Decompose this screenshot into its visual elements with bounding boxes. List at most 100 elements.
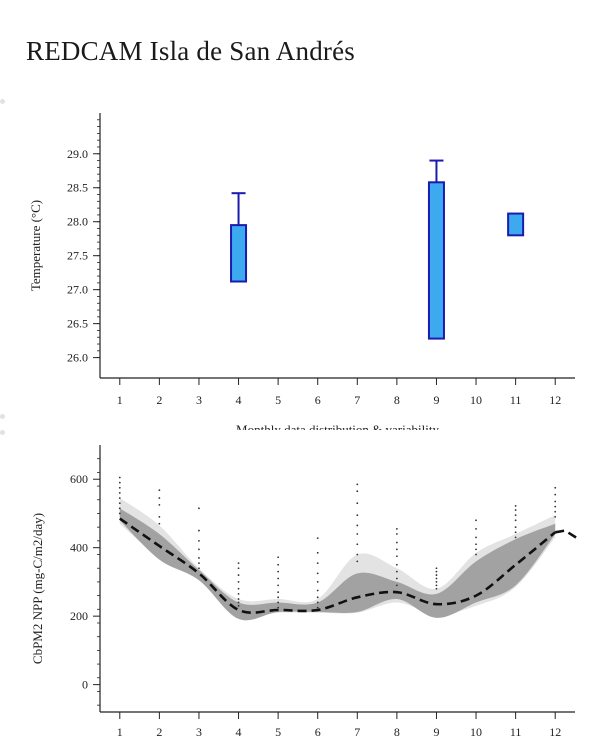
sample-point xyxy=(356,490,359,493)
x-tick-label: 7 xyxy=(354,725,360,739)
y-axis-title: CbPM2 NPP (mg-C/m2/day) xyxy=(30,513,45,664)
sample-point xyxy=(356,533,359,535)
margin-bullet xyxy=(0,414,5,419)
median-line xyxy=(119,517,557,614)
margin-bullet xyxy=(0,430,5,435)
sample-point xyxy=(395,555,398,558)
sample-point xyxy=(475,536,477,539)
temperature-boxplot-chart: 26.026.527.027.528.028.529.01 2 3 4 5 6 7 8 9 10 1… xyxy=(28,113,575,430)
x-tick-label: 4 xyxy=(236,393,242,407)
y-tick-label: 400 xyxy=(70,541,88,555)
sample-point xyxy=(435,567,438,570)
sample-point xyxy=(514,526,517,529)
sample-point xyxy=(514,505,517,507)
y-tick-label: 26.5 xyxy=(67,317,88,331)
y-tick-label: 0 xyxy=(82,678,88,692)
x-tick-label: 6 xyxy=(315,725,321,739)
x-tick-label: 8 xyxy=(394,725,400,739)
sample-point xyxy=(514,536,517,539)
x-tick-label: 5 xyxy=(275,725,281,739)
x-tick-label: 6 xyxy=(315,393,321,407)
sample-point xyxy=(435,570,438,573)
x-tick-label: 5 xyxy=(275,393,281,407)
sample-point xyxy=(277,570,280,573)
sample-point xyxy=(514,514,517,517)
sample-point xyxy=(475,548,477,551)
y-tick-label: 29.0 xyxy=(67,147,88,161)
sample-point xyxy=(237,593,240,595)
sample-point xyxy=(198,567,200,570)
x-tick-label: 12 xyxy=(549,725,561,739)
sample-point xyxy=(198,548,200,551)
x-tick-label: 3 xyxy=(196,393,202,407)
sample-point xyxy=(435,587,438,590)
sample-point xyxy=(554,500,557,503)
sample-point xyxy=(237,567,240,570)
x-tick-label: 11 xyxy=(510,725,522,739)
sample-point xyxy=(316,581,319,583)
sample-point xyxy=(316,562,319,564)
sample-point xyxy=(316,589,319,592)
sample-point xyxy=(435,584,438,587)
box-month-9 xyxy=(427,181,445,340)
sample-point xyxy=(554,493,557,496)
sample-point xyxy=(237,581,240,583)
x-tick-label: 9 xyxy=(433,725,439,739)
sample-point xyxy=(475,543,477,546)
sample-point xyxy=(395,527,398,530)
sample-point xyxy=(316,596,319,599)
x-tick-label: 12 xyxy=(549,393,561,407)
sample-point xyxy=(118,481,121,484)
x-tick-label: 10 xyxy=(470,725,482,739)
sample-point xyxy=(118,507,121,510)
x-tick-label: 1 xyxy=(117,393,123,407)
sample-point xyxy=(158,489,161,492)
y-tick-label: 26.0 xyxy=(67,351,88,365)
y-tick-label: 600 xyxy=(70,472,88,486)
sample-point xyxy=(554,515,557,518)
sample-point xyxy=(316,551,319,554)
sample-point xyxy=(356,553,359,556)
sample-point xyxy=(554,505,557,508)
sample-point xyxy=(158,504,161,506)
sample-point xyxy=(237,598,240,600)
sample-point xyxy=(237,604,240,607)
sample-point xyxy=(118,476,121,479)
sample-point xyxy=(356,483,359,486)
sample-point xyxy=(316,572,319,575)
sample-point xyxy=(435,581,438,583)
sample-point xyxy=(395,548,398,551)
sample-point xyxy=(237,562,240,564)
sample-point xyxy=(198,539,200,542)
y-tick-label: 28.0 xyxy=(67,215,88,229)
sample-point xyxy=(277,584,280,587)
y-tick-label: 200 xyxy=(70,609,88,623)
sample-point xyxy=(356,514,359,517)
sample-point xyxy=(435,577,438,580)
x-tick-label: 11 xyxy=(510,393,522,407)
sample-point xyxy=(356,524,359,527)
sample-point xyxy=(118,497,121,499)
sample-point xyxy=(158,497,161,499)
page-title: REDCAM Isla de San Andrés xyxy=(26,36,355,66)
sample-point xyxy=(277,556,280,559)
y-axis-title: Temperature (°C) xyxy=(28,200,43,291)
sample-point xyxy=(277,596,280,599)
y-tick-label: 28.5 xyxy=(67,181,88,195)
x-tick-label: 4 xyxy=(236,725,242,739)
sample-point xyxy=(435,574,438,576)
sample-point xyxy=(277,577,280,580)
sample-point xyxy=(198,562,200,564)
y-tick-label: 27.0 xyxy=(67,283,88,297)
sample-point xyxy=(395,570,398,573)
sample-point xyxy=(554,510,557,513)
sample-point xyxy=(158,515,161,518)
x-tick-label: 2 xyxy=(156,393,162,407)
y-tick-label: 27.5 xyxy=(67,249,88,263)
sample-point xyxy=(514,519,517,522)
sample-point xyxy=(277,601,280,604)
sample-point xyxy=(237,587,240,590)
sample-point xyxy=(118,492,121,494)
sample-point xyxy=(118,502,121,505)
